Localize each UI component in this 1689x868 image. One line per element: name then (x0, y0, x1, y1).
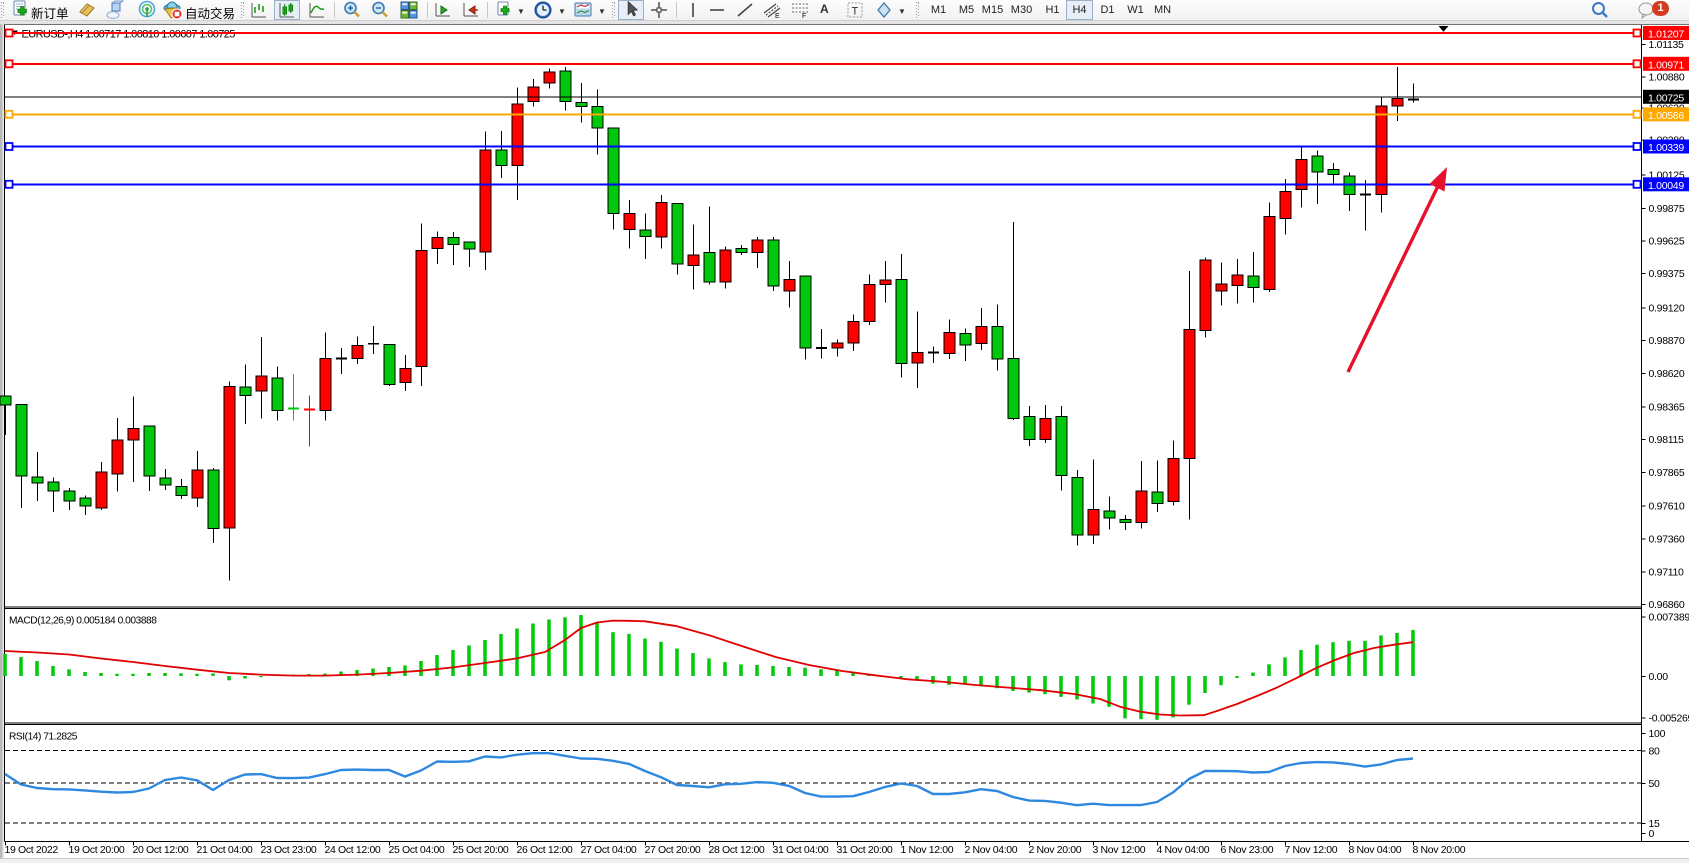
svg-text:2 Nov 04:00: 2 Nov 04:00 (965, 844, 1018, 856)
svg-text:0.98365: 0.98365 (1649, 401, 1685, 413)
svg-text:19 Oct 2022: 19 Oct 2022 (5, 844, 59, 856)
svg-text:0.97610: 0.97610 (1649, 501, 1685, 513)
svg-text:0.97865: 0.97865 (1649, 467, 1685, 479)
svg-text:EURUSD-,H4 1.00717 1.00810 1.: EURUSD-,H4 1.00717 1.00810 1.00607 1.007… (22, 29, 236, 41)
svg-text:0.97360: 0.97360 (1649, 533, 1685, 545)
svg-text:8 Nov 04:00: 8 Nov 04:00 (1349, 844, 1402, 856)
svg-text:100: 100 (1649, 728, 1666, 740)
svg-text:MACD(12,26,9) 0.005184 0.00388: MACD(12,26,9) 0.005184 0.003888 (9, 616, 157, 627)
svg-text:E: E (775, 13, 780, 20)
svg-text:1.01207: 1.01207 (1648, 29, 1684, 41)
svg-text:24 Oct 12:00: 24 Oct 12:00 (325, 844, 381, 856)
svg-text:RSI(14) 71.2825: RSI(14) 71.2825 (9, 732, 78, 743)
svg-text:1.00586: 1.00586 (1648, 110, 1684, 122)
svg-text:F: F (802, 13, 806, 20)
svg-text:1.01135: 1.01135 (1649, 39, 1685, 51)
svg-text:21 Oct 04:00: 21 Oct 04:00 (197, 844, 253, 856)
svg-text:50: 50 (1649, 778, 1661, 790)
svg-text:1.00725: 1.00725 (1648, 92, 1684, 104)
svg-text:0.98620: 0.98620 (1649, 368, 1685, 380)
svg-text:T: T (852, 6, 859, 18)
svg-text:0.98115: 0.98115 (1649, 434, 1685, 446)
svg-text:0.99875: 0.99875 (1649, 203, 1685, 215)
svg-text:0.007389: 0.007389 (1649, 611, 1689, 623)
svg-text:20 Oct 12:00: 20 Oct 12:00 (133, 844, 189, 856)
svg-text:1.00971: 1.00971 (1648, 59, 1684, 71)
svg-text:0.99625: 0.99625 (1649, 236, 1685, 248)
svg-text:8 Nov 20:00: 8 Nov 20:00 (1413, 844, 1466, 856)
svg-text:2 Nov 20:00: 2 Nov 20:00 (1029, 844, 1082, 856)
svg-text:1.00880: 1.00880 (1649, 72, 1685, 84)
svg-text:4 Nov 04:00: 4 Nov 04:00 (1157, 844, 1210, 856)
svg-text:26 Oct 12:00: 26 Oct 12:00 (517, 844, 573, 856)
svg-text:25 Oct 20:00: 25 Oct 20:00 (453, 844, 509, 856)
svg-text:19 Oct 20:00: 19 Oct 20:00 (69, 844, 125, 856)
svg-text:0.97110: 0.97110 (1649, 566, 1685, 578)
svg-text:31 Oct 04:00: 31 Oct 04:00 (773, 844, 829, 856)
svg-text:3 Nov 12:00: 3 Nov 12:00 (1093, 844, 1146, 856)
svg-text:28 Oct 12:00: 28 Oct 12:00 (709, 844, 765, 856)
svg-text:1.00339: 1.00339 (1648, 142, 1684, 154)
svg-text:27 Oct 20:00: 27 Oct 20:00 (645, 844, 701, 856)
svg-text:6 Nov 23:00: 6 Nov 23:00 (1221, 844, 1274, 856)
svg-text:31 Oct 20:00: 31 Oct 20:00 (837, 844, 893, 856)
svg-text:-0.005269: -0.005269 (1649, 712, 1689, 724)
svg-text:0.99375: 0.99375 (1649, 268, 1685, 280)
svg-text:27 Oct 04:00: 27 Oct 04:00 (581, 844, 637, 856)
svg-text:0.96860: 0.96860 (1649, 599, 1685, 611)
svg-text:1.00049: 1.00049 (1648, 180, 1684, 192)
svg-text:25 Oct 04:00: 25 Oct 04:00 (389, 844, 445, 856)
svg-text:23 Oct 23:00: 23 Oct 23:00 (261, 844, 317, 856)
svg-text:0.98870: 0.98870 (1649, 335, 1685, 347)
svg-text:80: 80 (1649, 746, 1661, 758)
svg-text:7 Nov 12:00: 7 Nov 12:00 (1285, 844, 1338, 856)
svg-text:1 Nov 12:00: 1 Nov 12:00 (901, 844, 954, 856)
svg-text:0.99120: 0.99120 (1649, 302, 1685, 314)
svg-text:0.00: 0.00 (1649, 671, 1669, 683)
svg-text:0: 0 (1649, 828, 1655, 840)
